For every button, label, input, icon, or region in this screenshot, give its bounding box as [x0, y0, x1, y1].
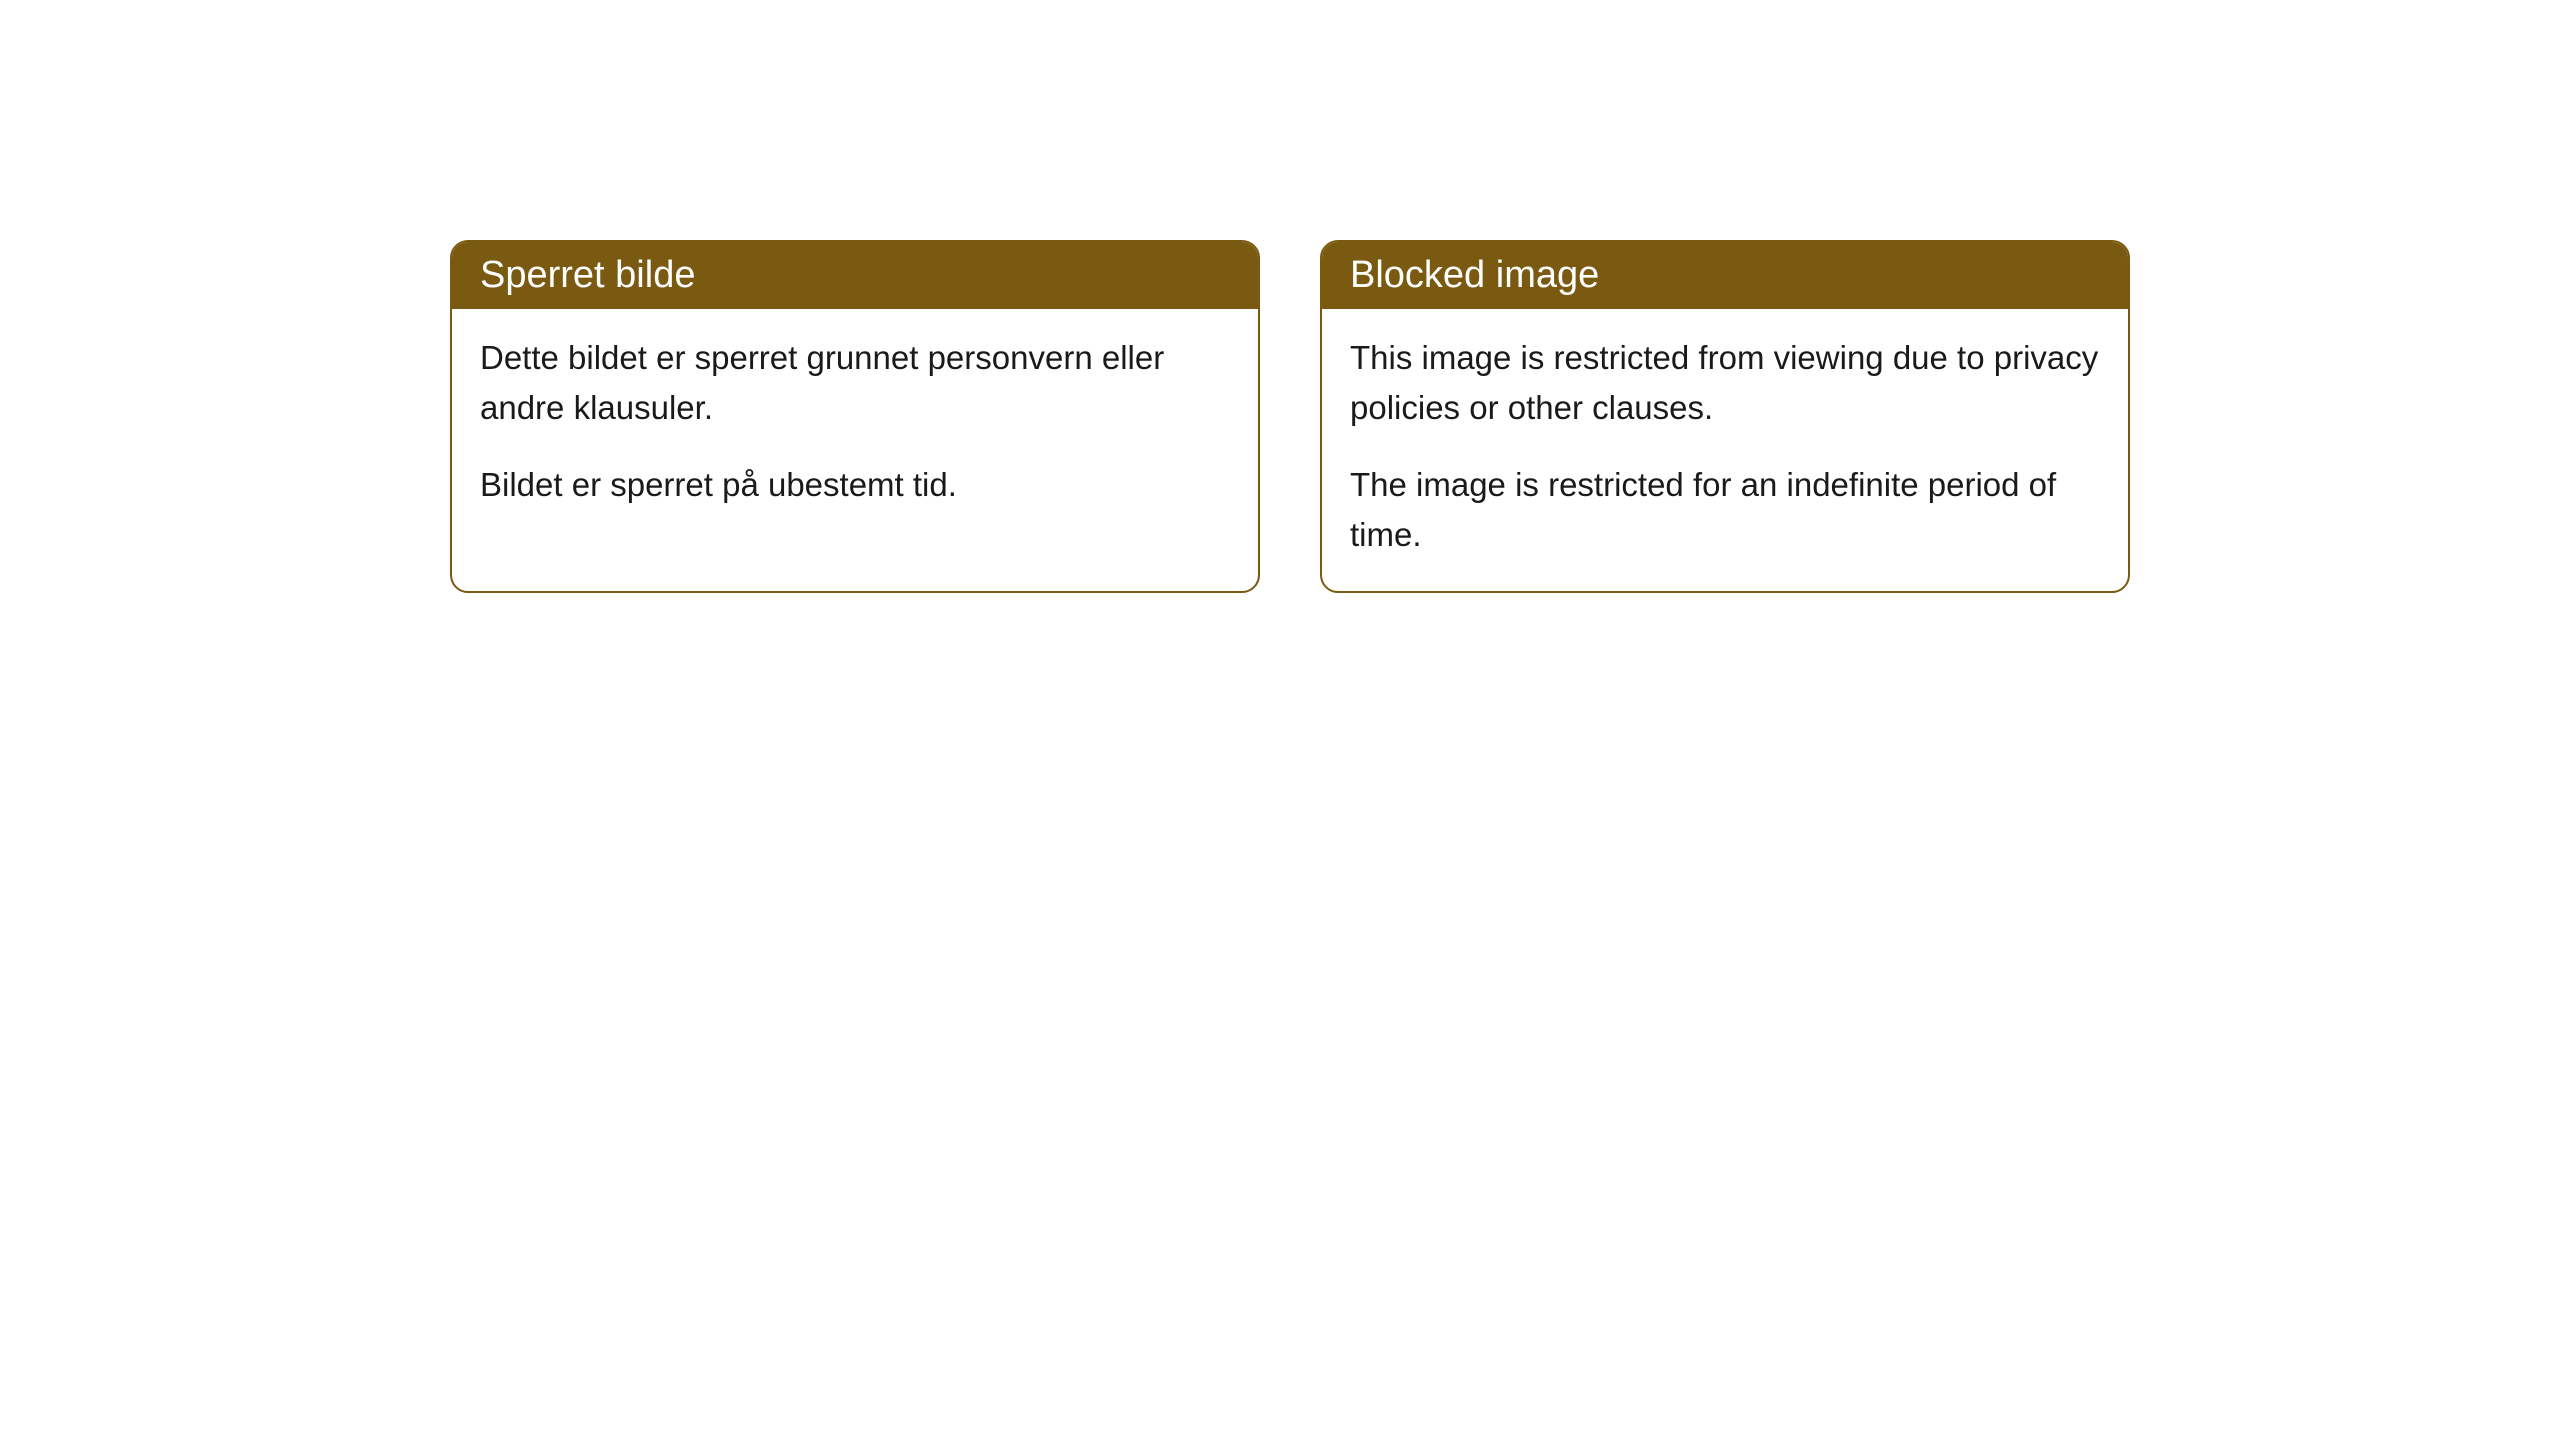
notice-card-english: Blocked image This image is restricted f… [1320, 240, 2130, 593]
card-body-english: This image is restricted from viewing du… [1322, 309, 2128, 591]
notice-cards-container: Sperret bilde Dette bildet er sperret gr… [450, 240, 2130, 593]
card-paragraph: Dette bildet er sperret grunnet personve… [480, 333, 1230, 432]
card-title: Blocked image [1350, 254, 1599, 296]
card-title: Sperret bilde [480, 254, 695, 296]
card-paragraph: This image is restricted from viewing du… [1350, 333, 2100, 432]
card-paragraph: Bildet er sperret på ubestemt tid. [480, 460, 1230, 510]
card-header-norwegian: Sperret bilde [452, 242, 1258, 309]
card-paragraph: The image is restricted for an indefinit… [1350, 460, 2100, 559]
card-body-norwegian: Dette bildet er sperret grunnet personve… [452, 309, 1258, 542]
card-header-english: Blocked image [1322, 242, 2128, 309]
notice-card-norwegian: Sperret bilde Dette bildet er sperret gr… [450, 240, 1260, 593]
